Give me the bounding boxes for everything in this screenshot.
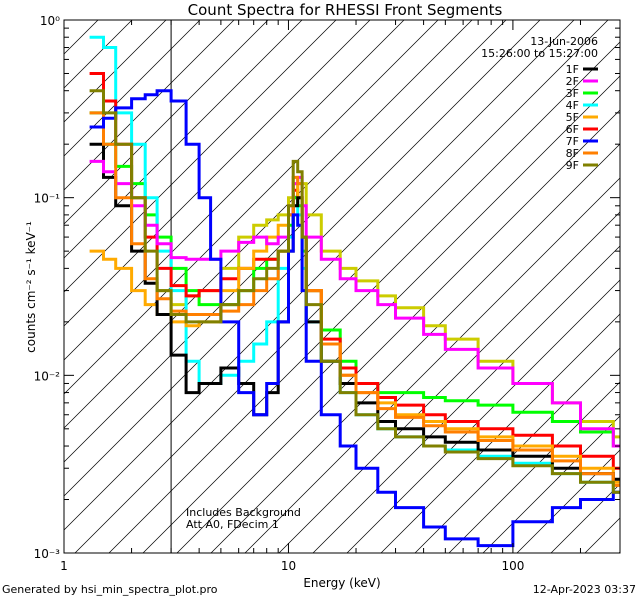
series-line-5F [89,182,620,484]
legend-label-7F: 7F [566,135,579,148]
hatch-line [618,551,620,553]
hatch-line [74,20,609,553]
annotation-date: 13-Jun-2006 [530,35,598,48]
hatch-line [516,449,620,553]
annotation-attenuator: Att A0, FDecim 1 [186,518,279,531]
hatch-line [278,211,620,553]
hatch-line [244,177,620,553]
hatched-region [64,20,620,553]
hatch-line [64,20,303,259]
hatch-line [64,20,99,55]
legend-label-2F: 2F [566,75,579,88]
hatch-line [346,279,620,553]
hatch-line [64,20,439,395]
legend-label-5F: 5F [566,111,579,124]
y-tick-label: 10⁻¹ [34,192,61,206]
x-axis-label: Energy (keV) [303,576,380,590]
footer-date: 12-Apr-2023 03:37 [532,583,636,596]
y-tick-label: 10⁻² [34,369,61,383]
annotation-time-range: 15:26:00 to 15:27:00 [481,47,598,60]
x-tick-label: 100 [501,559,524,573]
hatch-line [108,41,620,553]
x-tick-label: 10 [281,559,296,573]
hatch-line [312,245,620,553]
footer-generated-by: Generated by hsi_min_spectra_plot.pro [2,583,218,596]
axis-ticks: 1 10 100 10⁰ 10⁻¹ 10⁻² 10⁻³ [34,14,621,573]
hatch-line [64,20,541,497]
hatch-line [64,20,201,157]
legend-label-1F: 1F [566,63,579,76]
hatch-line [64,20,405,361]
hatch-line [64,20,371,327]
hatch-line [64,20,235,191]
legend-label-9F: 9F [566,159,579,172]
series-line-4F [89,35,620,494]
y-axis-label: counts cm⁻² s⁻¹ keV⁻¹ [24,221,38,353]
legend-label-6F: 6F [566,123,579,136]
hatch-line [210,143,620,553]
hatch-line [64,20,337,293]
x-tick-label: 1 [60,559,68,573]
hatch-line [64,20,269,225]
series-line-8F [89,111,620,487]
legend-label-3F: 3F [566,87,579,100]
series-line-1F [89,142,620,481]
y-tick-label: 10⁻³ [34,547,61,561]
hatch-line [380,313,620,553]
hatch-line [64,20,167,123]
legend-label-8F: 8F [566,147,579,160]
hatch-line [482,415,620,553]
annotation-background: Includes Background [186,506,301,519]
plot-frame [63,19,621,554]
legend-label-4F: 4F [566,99,579,112]
hatch-line [64,20,473,429]
hatch-line [176,109,620,553]
chart-title: Count Spectra for RHESSI Front Segments [188,1,503,19]
series-line-9F [89,89,620,494]
hatch-line [142,75,620,553]
series-group [89,35,620,548]
y-tick-label: 10⁰ [40,14,60,28]
series-line-7F [89,89,620,548]
hatch-line [414,347,620,553]
